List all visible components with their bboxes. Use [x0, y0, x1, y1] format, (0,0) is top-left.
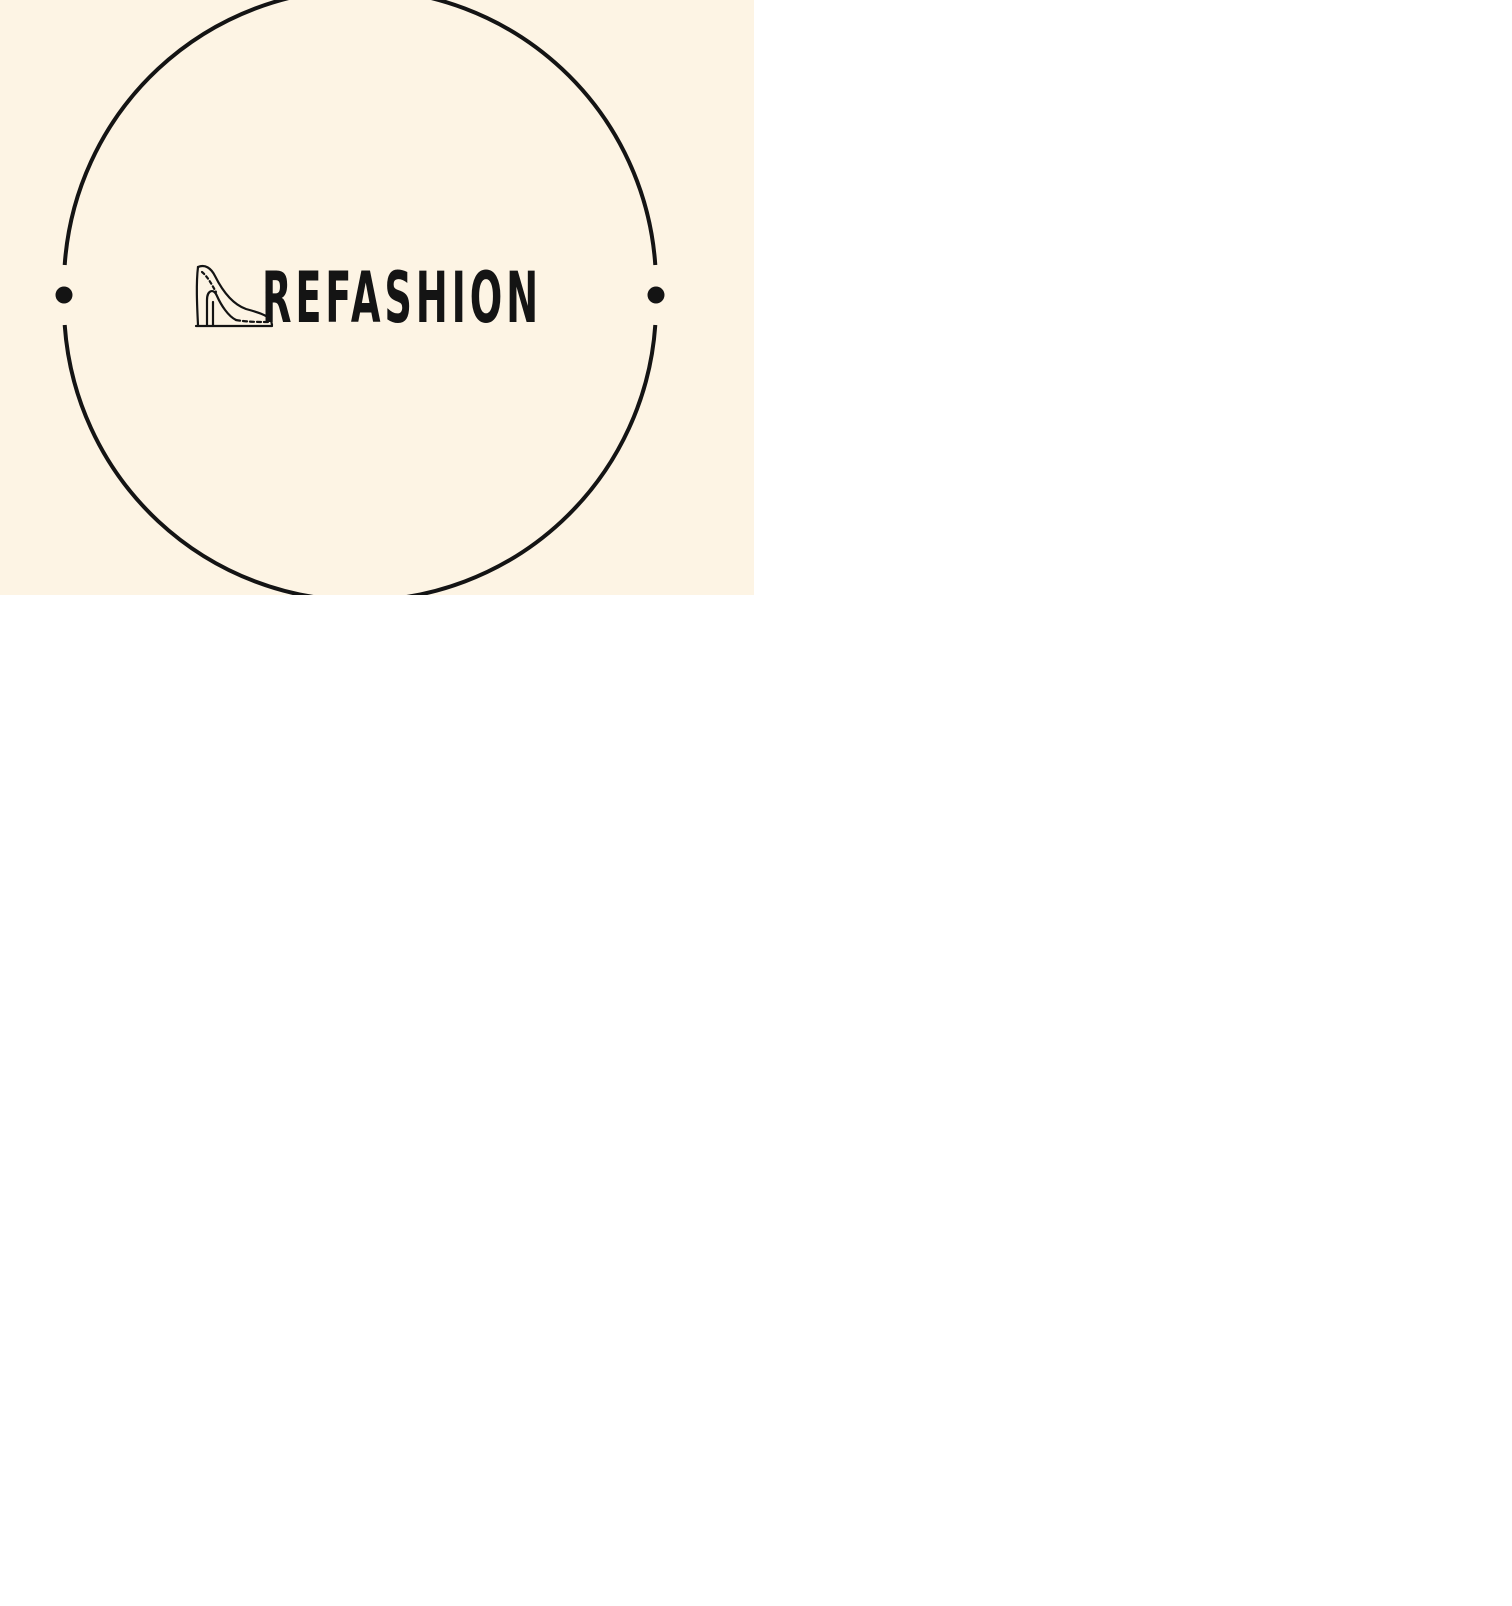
logo-graphic: REFASHION: [55, 0, 665, 595]
logo-panel: REFASHION: [0, 0, 754, 595]
ring-lower-arc: [62, 324, 658, 595]
left-dot: [55, 286, 73, 304]
right-dot: [647, 286, 665, 304]
high-heel-shoe-icon: [194, 264, 274, 328]
brand-name: REFASHION: [262, 257, 542, 339]
ring-upper-arc: [62, 0, 658, 266]
